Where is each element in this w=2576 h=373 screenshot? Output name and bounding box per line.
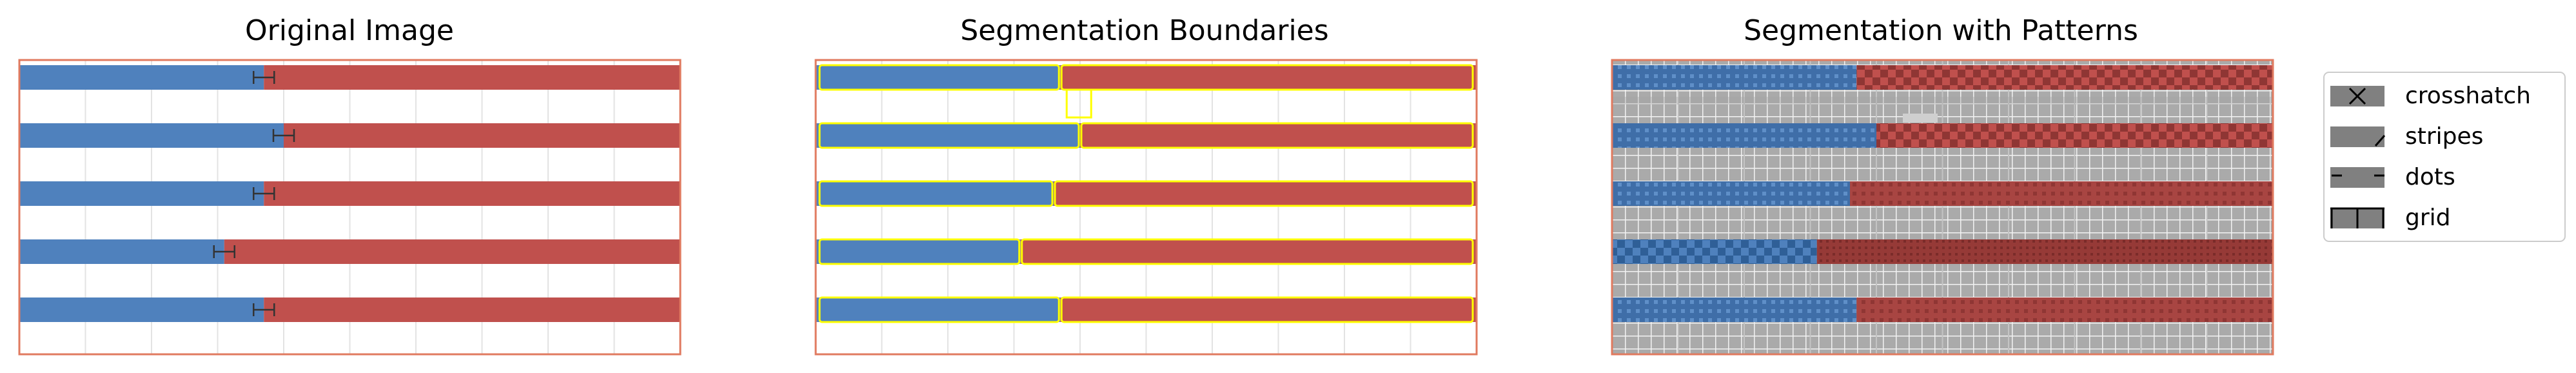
panel-frame xyxy=(1611,59,2274,356)
bar-segment-red xyxy=(1816,239,2273,264)
bar-segment-blue xyxy=(19,65,264,90)
crosshatch-icon xyxy=(2348,87,2366,105)
panel-title-original: Original Image xyxy=(245,14,454,47)
bar-segment-red xyxy=(1850,181,2273,206)
legend-swatch-dots xyxy=(2330,167,2384,188)
panel-frame xyxy=(18,59,682,356)
segment-boundary-red xyxy=(1080,122,1474,149)
stripes-icon xyxy=(2374,135,2386,146)
error-bar xyxy=(253,303,275,316)
pattern-artifact xyxy=(1903,114,1938,123)
bar-segment-red xyxy=(1080,123,1477,148)
bar-segment-red xyxy=(1060,65,1477,90)
segment-boundary-blue xyxy=(818,238,1021,265)
segment-boundary-blue xyxy=(818,296,1060,323)
bar-segment-blue xyxy=(19,123,284,148)
bar-segment-red xyxy=(264,181,680,206)
bar-segment-blue xyxy=(1612,181,1850,206)
segment-boundary-red xyxy=(1021,238,1474,265)
legend-label-crosshatch: crosshatch xyxy=(2405,83,2531,109)
segment-boundary-red xyxy=(1060,296,1474,323)
bar-segment-blue xyxy=(1612,65,1857,90)
error-bar xyxy=(272,129,295,142)
panel-frame xyxy=(814,59,1478,356)
legend-frame xyxy=(2323,72,2566,242)
bar-segment-red xyxy=(1060,297,1477,322)
legend-label-dots: dots xyxy=(2405,164,2455,190)
segment-boundary-gap xyxy=(1065,90,1092,119)
error-bar xyxy=(253,71,275,84)
panel-boundaries xyxy=(814,59,1478,356)
panel-title-patterns: Segmentation with Patterns xyxy=(1744,14,2138,47)
legend-item-crosshatch: crosshatch xyxy=(2330,83,2531,109)
legend-item-dots: dots xyxy=(2330,164,2455,190)
bar-segment-red xyxy=(284,123,680,148)
bar-segment-blue xyxy=(816,123,1080,148)
error-bar xyxy=(253,187,275,200)
segment-boundary-blue xyxy=(818,122,1080,149)
bar-segment-blue xyxy=(1612,123,1876,148)
bar-segment-blue xyxy=(816,181,1054,206)
legend-label-grid: grid xyxy=(2405,205,2451,231)
panel-title-boundaries: Segmentation Boundaries xyxy=(960,14,1328,47)
segment-boundary-red xyxy=(1060,64,1474,91)
bar-segment-red xyxy=(1020,239,1477,264)
bar-segment-blue xyxy=(19,239,224,264)
panel-original xyxy=(18,59,682,356)
bar-segment-red xyxy=(264,65,680,90)
panel-patterns xyxy=(1611,59,2274,356)
bar-segment-blue xyxy=(1612,297,1857,322)
pattern-band xyxy=(1612,97,2273,105)
bar-segment-red xyxy=(1054,181,1477,206)
bar-segment-red xyxy=(1876,123,2273,148)
error-bar xyxy=(213,245,235,258)
legend-label-stripes: stripes xyxy=(2405,123,2483,150)
segment-boundary-blue xyxy=(818,180,1054,207)
bar-segment-blue xyxy=(816,65,1061,90)
grid-icon xyxy=(2330,207,2384,228)
legend-swatch-stripes xyxy=(2330,126,2384,147)
bar-segment-blue xyxy=(816,239,1021,264)
bar-segment-red xyxy=(1856,65,2273,90)
bar-segment-red xyxy=(264,297,680,322)
segment-boundary-red xyxy=(1054,180,1474,207)
bar-segment-red xyxy=(224,239,680,264)
bar-segment-blue xyxy=(19,297,264,322)
bar-segment-red xyxy=(1856,297,2273,322)
bar-segment-blue xyxy=(19,181,264,206)
legend-item-grid: grid xyxy=(2330,205,2451,231)
segment-boundary-blue xyxy=(818,64,1060,91)
legend: crosshatch stripes dots grid xyxy=(2323,72,2566,242)
bar-segment-blue xyxy=(1612,239,1817,264)
bar-segment-blue xyxy=(816,297,1061,322)
legend-item-stripes: stripes xyxy=(2330,123,2483,150)
